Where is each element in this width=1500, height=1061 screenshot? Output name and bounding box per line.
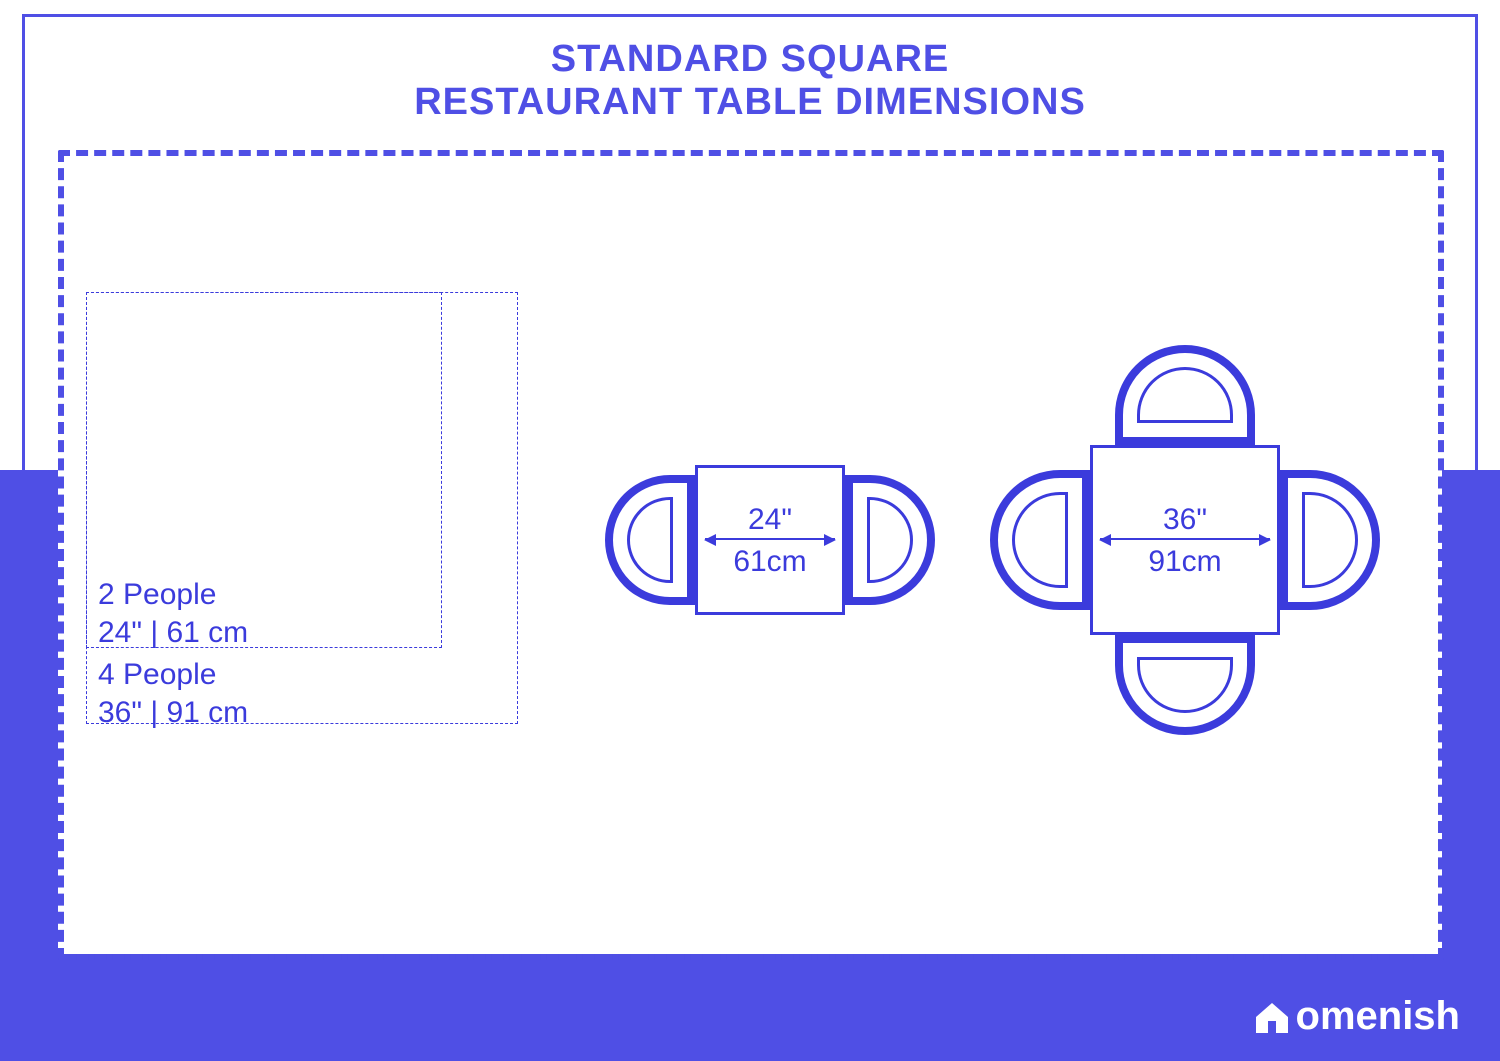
brand-text: omenish bbox=[1296, 994, 1460, 1039]
dim-inches: 24" bbox=[695, 502, 845, 538]
chair-seat bbox=[1137, 367, 1233, 423]
label-2-people-dim: 24" | 61 cm bbox=[98, 614, 248, 652]
brand-logo: omenish bbox=[1252, 994, 1460, 1039]
label-4-people-title: 4 People bbox=[98, 656, 248, 694]
title-line1: STANDARD SQUARE bbox=[0, 38, 1500, 81]
dim-cm: 61cm bbox=[695, 544, 845, 580]
title-line2: RESTAURANT TABLE DIMENSIONS bbox=[0, 81, 1500, 124]
label-2-people-title: 2 People bbox=[98, 576, 248, 614]
dimension-label: 36" 91cm bbox=[1090, 502, 1280, 580]
page-title: STANDARD SQUARE RESTAURANT TABLE DIMENSI… bbox=[0, 38, 1500, 124]
chair-seat bbox=[627, 497, 673, 583]
chair-seat bbox=[867, 497, 913, 583]
chair-seat bbox=[1302, 492, 1358, 588]
dim-cm: 91cm bbox=[1090, 544, 1280, 580]
label-4-people: 4 People 36" | 91 cm bbox=[98, 656, 248, 731]
chair-seat bbox=[1137, 657, 1233, 713]
dimension-label: 24" 61cm bbox=[695, 502, 845, 580]
dim-inches: 36" bbox=[1090, 502, 1280, 538]
brand-house-icon bbox=[1252, 997, 1292, 1037]
label-4-people-dim: 36" | 91 cm bbox=[98, 694, 248, 732]
label-2-people: 2 People 24" | 61 cm bbox=[98, 576, 248, 651]
chair-seat bbox=[1012, 492, 1068, 588]
